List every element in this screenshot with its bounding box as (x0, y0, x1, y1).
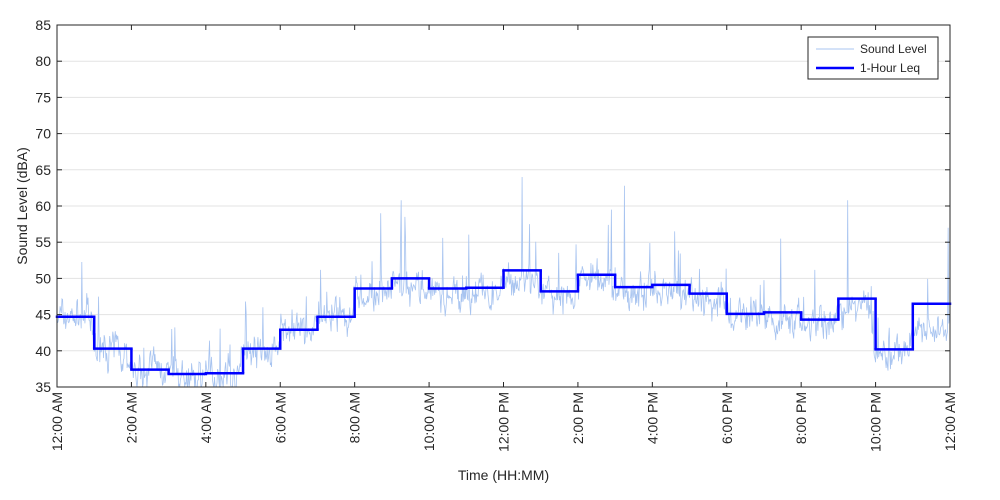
x-tick-label-8: 4:00 PM (644, 392, 660, 444)
x-tick-label-6: 12:00 PM (496, 392, 512, 452)
y-tick-label-85: 85 (35, 17, 51, 33)
y-tick-label-50: 50 (35, 270, 51, 286)
y-tick-label-80: 80 (35, 53, 51, 69)
y-tick-label-70: 70 (35, 126, 51, 142)
tick-layer: 35 40 45 50 55 60 65 70 75 80 85 12:00 AM 2:00 AM 4:0… (35, 17, 958, 452)
x-tick-label-2: 4:00 AM (198, 392, 214, 443)
legend-label-1-hour-leq: 1-Hour Leq (860, 61, 920, 75)
y-tick-label-45: 45 (35, 307, 51, 323)
x-tick-label-5: 10:00 AM (421, 392, 437, 451)
x-tick-label-1: 2:00 AM (123, 392, 139, 443)
legend: Sound Level 1-Hour Leq (807, 36, 939, 80)
y-tick-label-65: 65 (35, 162, 51, 178)
x-tick-label-12: 12:00 AM (942, 392, 958, 451)
x-tick-label-7: 2:00 PM (570, 392, 586, 444)
x-tick-label-10: 8:00 PM (793, 392, 809, 444)
legend-label-sound-level: Sound Level (860, 42, 927, 56)
x-tick-label-3: 6:00 AM (272, 392, 288, 443)
series-sound-level-line (56, 177, 951, 388)
y-tick-label-35: 35 (35, 379, 51, 395)
x-tick-label-9: 6:00 PM (719, 392, 735, 444)
y-tick-label-60: 60 (35, 198, 51, 214)
y-tick-label-40: 40 (35, 343, 51, 359)
x-tick-label-4: 8:00 AM (347, 392, 363, 443)
y-tick-label-75: 75 (35, 89, 51, 105)
y-axis-label: Sound Level (dBA) (14, 147, 30, 265)
legend-box (807, 36, 939, 80)
y-tick-label-55: 55 (35, 234, 51, 250)
x-tick-label-11: 10:00 PM (868, 392, 884, 452)
x-tick-label-0: 12:00 AM (49, 392, 65, 451)
x-axis-label: Time (HH:MM) (458, 467, 549, 483)
series-1-hour-leq (55, 269, 952, 376)
series-layer (55, 177, 952, 388)
